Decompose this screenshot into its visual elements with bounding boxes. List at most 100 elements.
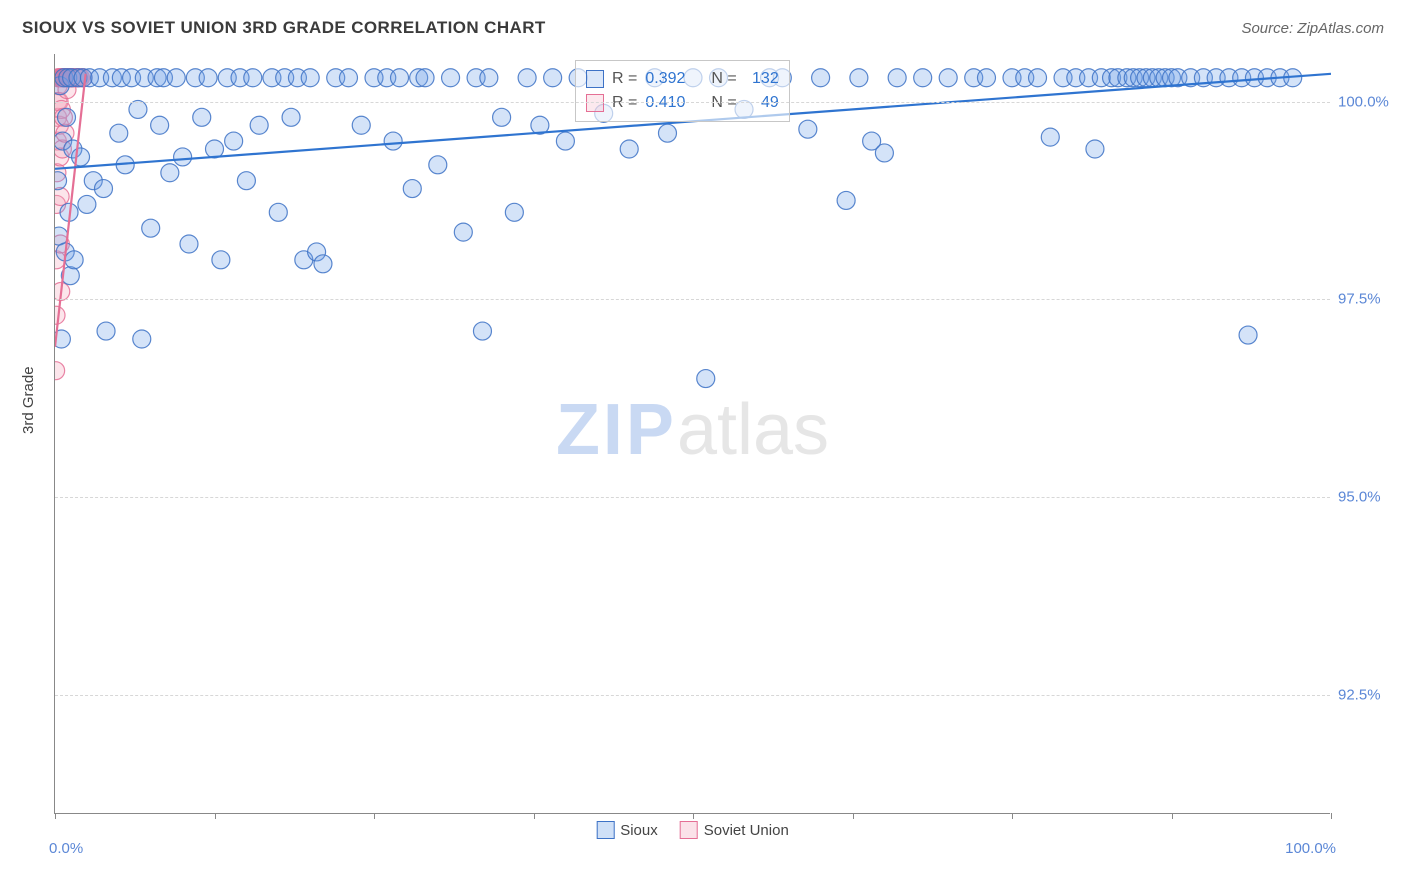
data-point <box>65 251 83 269</box>
legend-label: Sioux <box>620 822 658 839</box>
data-point <box>180 235 198 253</box>
data-point <box>888 69 906 87</box>
legend-swatch <box>680 821 698 839</box>
data-point <box>55 362 65 380</box>
data-point <box>339 69 357 87</box>
data-point <box>697 370 715 388</box>
data-point <box>442 69 460 87</box>
legend: Sioux Soviet Union <box>596 821 789 839</box>
stat-r-label: R = <box>612 91 637 115</box>
data-point <box>72 148 90 166</box>
legend-item-soviet: Soviet Union <box>680 821 789 839</box>
data-point <box>1029 69 1047 87</box>
data-point <box>939 69 957 87</box>
data-point <box>57 108 75 126</box>
data-point <box>1086 140 1104 158</box>
data-point <box>250 116 268 134</box>
data-point <box>142 219 160 237</box>
data-point <box>237 172 255 190</box>
data-point <box>161 164 179 182</box>
data-point <box>875 144 893 162</box>
gridline-h <box>55 102 1330 103</box>
data-point <box>556 132 574 150</box>
data-point <box>658 124 676 142</box>
data-point <box>282 108 300 126</box>
legend-swatch <box>596 821 614 839</box>
data-point <box>837 191 855 209</box>
stat-r-value: 0.410 <box>645 91 685 115</box>
source-attribution: Source: ZipAtlas.com <box>1241 20 1384 37</box>
data-point <box>429 156 447 174</box>
stats-row-sioux: R = 0.392 N = 132 <box>586 67 779 91</box>
data-point <box>493 108 511 126</box>
legend-swatch <box>586 70 604 88</box>
x-tick <box>693 813 694 819</box>
data-point <box>454 223 472 241</box>
x-tick <box>1331 813 1332 819</box>
data-point <box>244 69 262 87</box>
y-tick-label: 100.0% <box>1338 93 1398 110</box>
x-tick <box>374 813 375 819</box>
gridline-h <box>55 695 1330 696</box>
stat-n-value: 132 <box>745 67 779 91</box>
data-point <box>151 116 169 134</box>
data-point <box>94 180 112 198</box>
y-axis-label: 3rd Grade <box>20 366 37 434</box>
data-point <box>199 69 217 87</box>
scatter-svg <box>55 54 1331 814</box>
data-point <box>416 69 434 87</box>
data-point <box>620 140 638 158</box>
data-point <box>314 255 332 273</box>
data-point <box>129 100 147 118</box>
data-point <box>301 69 319 87</box>
legend-label: Soviet Union <box>704 822 789 839</box>
data-point <box>850 69 868 87</box>
y-tick-label: 92.5% <box>1338 687 1398 704</box>
legend-swatch <box>586 94 604 112</box>
stat-n-label: N = <box>711 67 736 91</box>
correlation-stats-box: R = 0.392 N = 132 R = 0.410 N = 49 <box>575 60 790 122</box>
data-point <box>212 251 230 269</box>
data-point <box>544 69 562 87</box>
data-point <box>473 322 491 340</box>
x-tick <box>534 813 535 819</box>
gridline-h <box>55 299 1330 300</box>
data-point <box>352 116 370 134</box>
x-tick <box>853 813 854 819</box>
data-point <box>206 140 224 158</box>
data-point <box>403 180 421 198</box>
stat-r-label: R = <box>612 67 637 91</box>
stat-n-label: N = <box>711 91 736 115</box>
data-point <box>1041 128 1059 146</box>
legend-item-sioux: Sioux <box>596 821 658 839</box>
data-point <box>110 124 128 142</box>
data-point <box>269 203 287 221</box>
data-point <box>480 69 498 87</box>
data-point <box>812 69 830 87</box>
stat-r-value: 0.392 <box>645 67 685 91</box>
x-tick <box>55 813 56 819</box>
x-axis-max-label: 100.0% <box>1285 840 1336 857</box>
stat-n-value: 49 <box>745 91 779 115</box>
x-tick <box>215 813 216 819</box>
y-tick-label: 95.0% <box>1338 489 1398 506</box>
x-tick <box>1172 813 1173 819</box>
chart-plot: ZIPatlas R =0.392N =132R =0.410N =49 0.0… <box>54 54 1330 814</box>
data-point <box>167 69 185 87</box>
data-point <box>1239 326 1257 344</box>
x-tick <box>1012 813 1013 819</box>
y-tick-label: 97.5% <box>1338 291 1398 308</box>
data-point <box>518 69 536 87</box>
data-point <box>193 108 211 126</box>
data-point <box>225 132 243 150</box>
data-point <box>505 203 523 221</box>
data-point <box>97 322 115 340</box>
gridline-h <box>55 497 1330 498</box>
data-point <box>174 148 192 166</box>
data-point <box>977 69 995 87</box>
x-axis-min-label: 0.0% <box>49 840 83 857</box>
chart-title: SIOUX VS SOVIET UNION 3RD GRADE CORRELAT… <box>22 18 546 38</box>
data-point <box>914 69 932 87</box>
data-point <box>133 330 151 348</box>
plot-area: ZIPatlas R =0.392N =132R =0.410N =49 0.0… <box>54 54 1330 814</box>
